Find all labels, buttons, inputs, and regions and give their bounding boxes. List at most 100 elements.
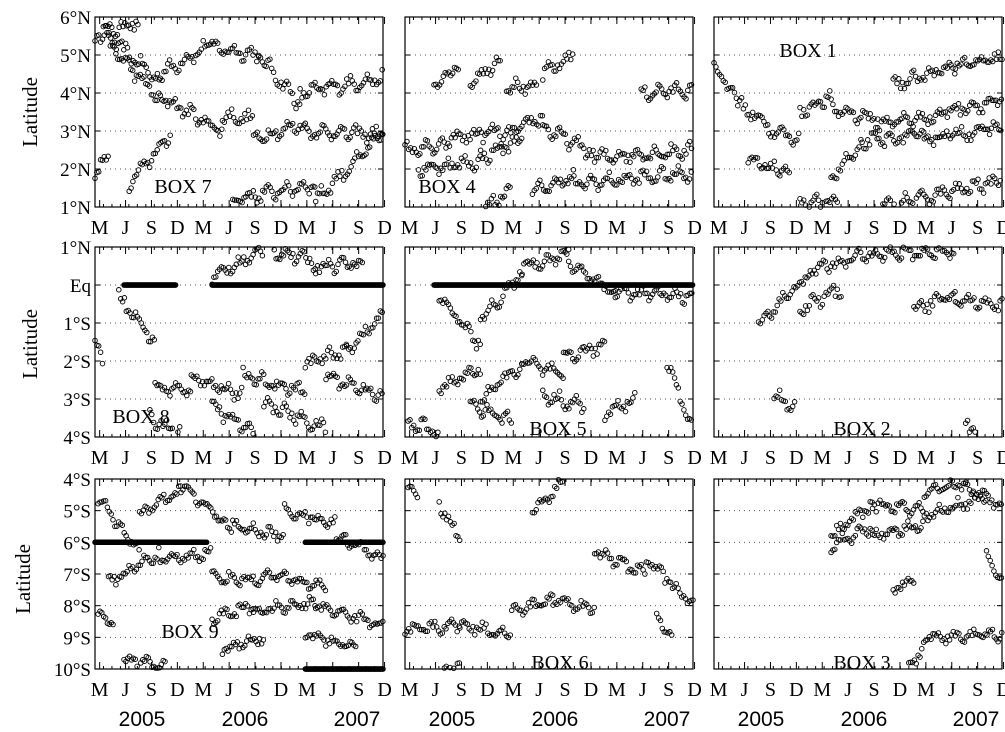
x-tick-label: M [710,447,728,469]
data-point [728,84,734,91]
data-point [833,175,840,182]
data-point [599,182,605,188]
data-point [242,51,249,58]
data-point [240,364,246,371]
data-point [828,96,834,102]
data-point [189,53,195,60]
data-point [419,144,425,150]
data-point [154,70,161,77]
data-point [322,262,328,269]
data-point [250,188,257,194]
data-point [176,424,183,430]
data-point [789,403,796,410]
data-point [489,67,496,74]
data-point [234,120,241,126]
x-tick-label: J [535,679,543,701]
data-point [595,154,602,161]
data-point [174,382,181,389]
data-point [303,255,309,261]
data-point [312,79,318,86]
data-point [799,113,805,120]
data-point [216,389,223,395]
data-point [666,151,672,158]
x-tick-label: M [91,217,109,239]
data-point [910,67,917,74]
data-point [127,310,133,316]
data-point [257,376,263,382]
data-point [362,131,368,138]
data-point [833,108,840,115]
data-point [496,304,503,310]
data-point [335,261,341,268]
data-point [163,97,169,104]
data-point [995,182,1002,189]
data-point [920,129,927,135]
data-point [686,138,693,145]
data-point [169,425,176,432]
data-point [342,83,348,90]
data-point [289,193,296,199]
data-point [471,338,478,344]
data-point [308,360,314,367]
data-point [850,109,857,116]
data-point [462,153,468,159]
data-point [581,145,587,152]
data-point [241,254,247,260]
data-point [557,176,564,183]
data-point [304,125,310,132]
data-point [320,190,326,197]
data-point [513,134,519,140]
data-point [347,345,354,351]
data-point [214,40,221,46]
data-point [167,132,173,138]
x-tick-label: M [504,679,522,701]
data-point [423,167,429,173]
data-point [213,401,219,407]
data-point [642,571,648,577]
data-point [956,129,963,136]
data-point [984,126,991,133]
data-point [733,95,740,101]
x-tick-label: S [353,217,364,239]
data-point [301,248,307,255]
data-point [248,424,254,431]
data-point [514,79,521,86]
data-point [786,133,793,140]
data-point [942,109,949,115]
data-point [297,86,303,92]
data-point [249,375,256,382]
x-tick-label: M [401,679,419,701]
x-tick-label: J [639,447,647,469]
data-point [113,51,119,57]
data-point [130,314,137,321]
data-point [931,72,937,79]
data-point [887,197,894,203]
data-point [647,175,654,181]
data-point [986,131,993,138]
data-point [489,147,495,153]
data-point [541,258,548,265]
data-point [144,329,150,336]
data-point [333,175,339,182]
data-point [375,315,382,321]
data-point [964,137,970,144]
x-tick-label: S [972,447,983,469]
data-point [311,423,317,429]
x-tick-label: M [194,217,212,239]
data-point [245,107,252,113]
data-point [505,149,512,155]
data-point [749,109,756,116]
data-point [306,355,312,362]
x-tick-label: M [917,217,935,239]
data-point [501,193,508,200]
data-point [972,429,978,435]
data-point [293,258,300,265]
data-point [520,83,527,90]
data-point [549,360,555,366]
data-point [455,66,461,73]
x-tick-label: J [122,679,130,701]
y-tick-label: 10°S [54,660,91,681]
data-point [332,514,338,520]
data-point [99,360,106,367]
data-point [321,91,328,98]
